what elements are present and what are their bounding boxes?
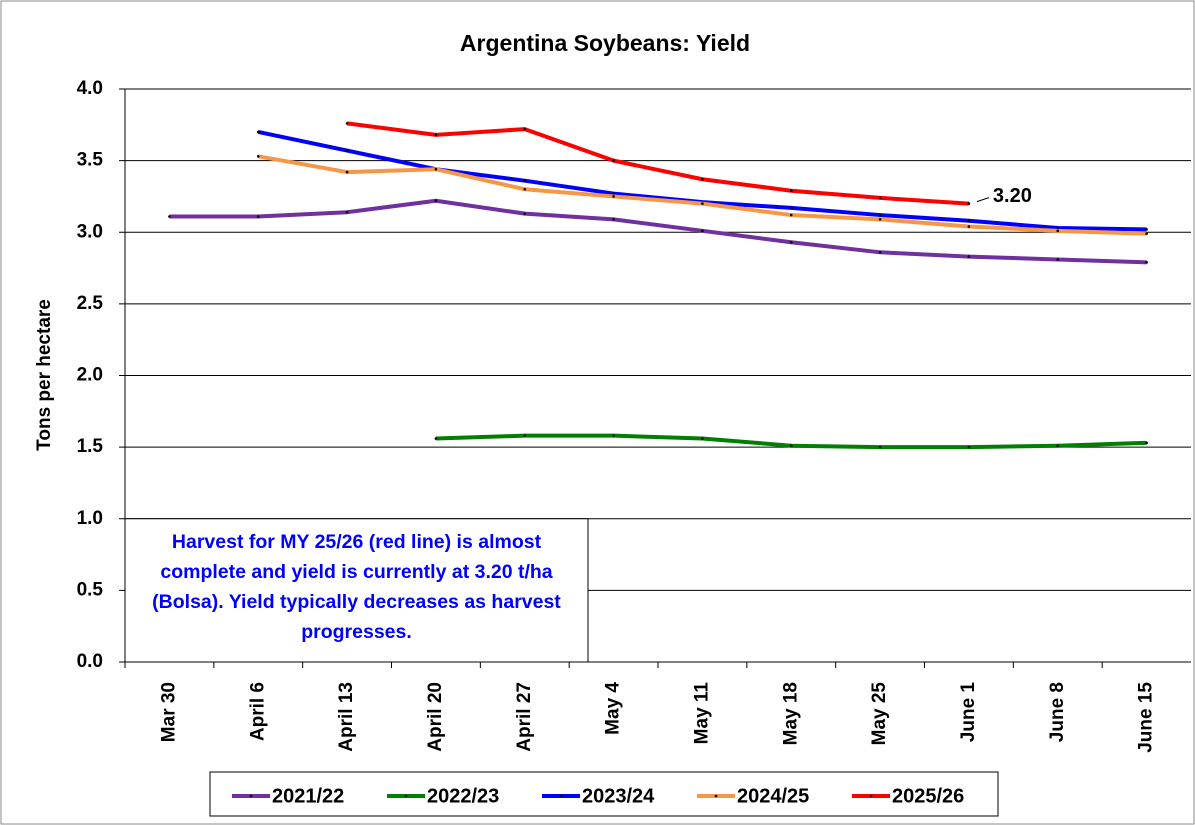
x-tick-label: June 15 xyxy=(1136,682,1157,753)
point-marker xyxy=(701,437,704,440)
y-tick-label: 1.0 xyxy=(77,508,103,529)
point-marker xyxy=(967,225,971,228)
point-marker xyxy=(878,445,882,449)
point-marker xyxy=(345,170,349,174)
x-tick-label: April 20 xyxy=(425,682,446,752)
legend-dot xyxy=(869,794,873,798)
point-marker xyxy=(1056,226,1060,230)
y-tick-label: 0.0 xyxy=(77,651,103,672)
chart-title: Argentina Soybeans: Yield xyxy=(460,30,750,56)
point-marker xyxy=(612,159,615,162)
point-marker xyxy=(1056,258,1060,261)
point-marker xyxy=(701,202,704,205)
y-tick-label: 2.5 xyxy=(77,293,104,314)
point-marker xyxy=(878,251,882,254)
y-tick-label: 0.5 xyxy=(77,579,104,600)
y-tick-label: 3.0 xyxy=(77,221,103,242)
point-marker xyxy=(523,434,527,437)
point-marker xyxy=(878,213,882,217)
legend-dot xyxy=(404,794,408,798)
y-tick-label: 3.5 xyxy=(77,150,104,171)
point-marker xyxy=(878,196,882,200)
series-line xyxy=(169,198,1147,265)
x-tick-label: April 13 xyxy=(336,682,357,752)
point-marker xyxy=(523,187,527,191)
point-marker xyxy=(789,206,793,210)
legend-label: 2023/24 xyxy=(582,785,655,807)
point-marker xyxy=(789,240,793,244)
point-marker xyxy=(345,210,349,214)
point-marker xyxy=(256,155,260,158)
series-line xyxy=(346,121,970,206)
point-marker xyxy=(434,167,438,171)
point-marker xyxy=(701,177,704,181)
point-marker xyxy=(612,434,615,437)
x-tick-label: May 4 xyxy=(603,682,624,735)
point-marker xyxy=(967,445,971,449)
point-marker xyxy=(523,179,527,182)
legend-label: 2024/25 xyxy=(737,785,809,807)
x-tick-label: May 25 xyxy=(869,682,890,746)
y-axis-label: Tons per hectare xyxy=(34,299,55,451)
legend-dot xyxy=(559,794,563,798)
point-marker xyxy=(878,218,882,221)
annotation-container: Harvest for MY 25/26 (red line) is almos… xyxy=(152,530,561,643)
x-tick-label: May 11 xyxy=(691,682,712,745)
y-tick-label: 1.5 xyxy=(77,436,104,457)
x-tick-label: June 8 xyxy=(1047,682,1068,742)
point-marker xyxy=(1056,444,1060,447)
y-tick-label: 4.0 xyxy=(77,78,103,99)
point-marker xyxy=(434,133,438,137)
point-marker xyxy=(256,215,260,218)
point-marker xyxy=(789,444,793,447)
point-marker xyxy=(256,130,260,134)
point-marker xyxy=(345,149,349,152)
legend-label: 2021/22 xyxy=(272,785,344,807)
point-marker xyxy=(434,199,438,203)
y-tick-label: 2.0 xyxy=(77,365,103,386)
point-marker xyxy=(701,229,704,233)
legend-dot xyxy=(249,794,253,798)
point-marker xyxy=(612,218,615,221)
annotation-text: Harvest for MY 25/26 (red line) is almos… xyxy=(152,530,561,643)
point-marker xyxy=(967,219,971,223)
point-marker xyxy=(612,195,615,198)
point-marker xyxy=(1056,229,1060,233)
point-marker xyxy=(789,213,793,217)
point-marker xyxy=(523,127,527,131)
x-tick-label: April 27 xyxy=(514,682,535,752)
label-leader xyxy=(976,197,990,203)
point-marker xyxy=(1145,261,1148,264)
point-marker xyxy=(345,122,349,125)
point-marker xyxy=(168,215,171,218)
legend-dot xyxy=(714,794,718,798)
point-marker xyxy=(789,189,793,193)
x-tick-label: May 18 xyxy=(780,682,801,745)
point-marker xyxy=(523,212,527,215)
point-marker xyxy=(612,192,615,195)
point-marker xyxy=(1145,441,1148,445)
point-marker xyxy=(1145,228,1148,231)
value-label: 3.20 xyxy=(993,185,1032,207)
annotation-box xyxy=(124,518,589,663)
point-marker xyxy=(967,255,971,258)
point-marker xyxy=(1145,232,1148,235)
x-tick-label: April 6 xyxy=(247,682,268,741)
point-marker xyxy=(967,202,971,205)
x-tick-label: Mar 30 xyxy=(158,682,179,742)
legend-label: 2022/23 xyxy=(427,785,499,807)
legend-label: 2025/26 xyxy=(892,785,964,807)
x-tick-label: June 1 xyxy=(958,682,979,743)
point-marker xyxy=(434,437,438,440)
